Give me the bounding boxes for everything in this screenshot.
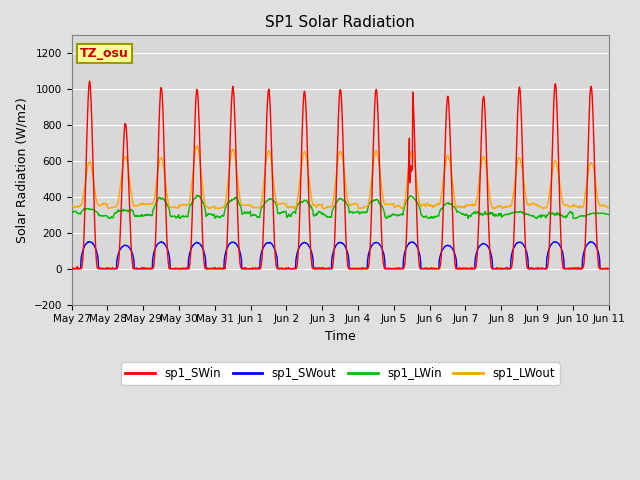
Title: SP1 Solar Radiation: SP1 Solar Radiation (265, 15, 415, 30)
X-axis label: Time: Time (324, 330, 355, 343)
Text: TZ_osu: TZ_osu (80, 47, 129, 60)
Y-axis label: Solar Radiation (W/m2): Solar Radiation (W/m2) (15, 97, 28, 243)
Legend: sp1_SWin, sp1_SWout, sp1_LWin, sp1_LWout: sp1_SWin, sp1_SWout, sp1_LWin, sp1_LWout (120, 362, 560, 385)
